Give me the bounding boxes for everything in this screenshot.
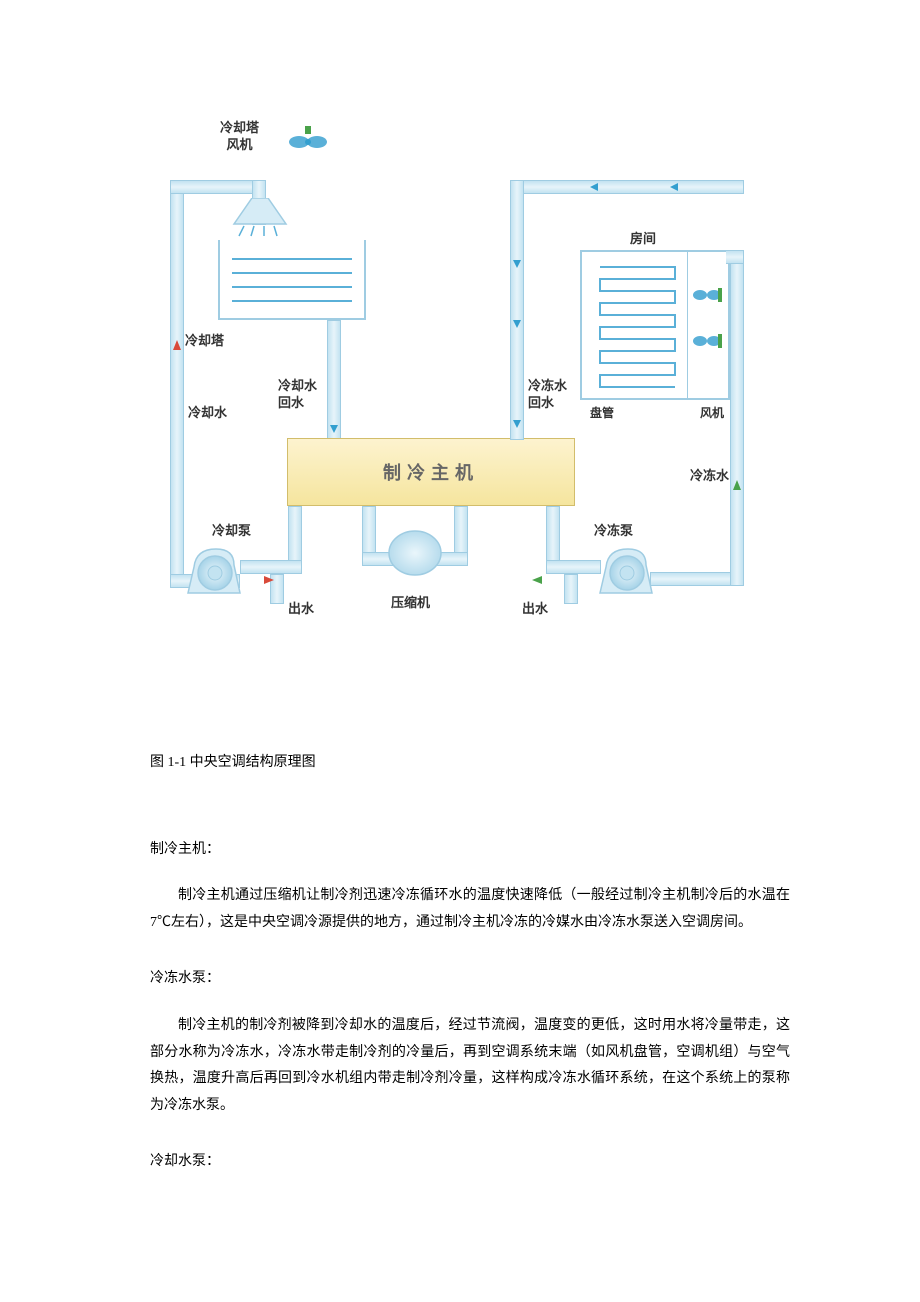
- section-1-body: 制冷主机通过压缩机让制冷剂迅速冷冻循环水的温度快速降低（一般经过制冷主机制冷后的…: [150, 883, 790, 936]
- chiller-block: 制冷主机: [287, 438, 575, 506]
- label-chilled-return: 冷冻水 回水: [528, 378, 567, 412]
- compressor-icon: [386, 528, 444, 578]
- arrow-top-left1: [670, 183, 678, 191]
- pipe-top-right: [510, 180, 744, 194]
- sprinkler-icon: [232, 198, 288, 238]
- hvac-diagram: 冷却塔 风机: [0, 0, 920, 640]
- pipe-chilled-pump-down: [564, 574, 578, 604]
- section-3-title: 冷却水泵：: [150, 1149, 790, 1176]
- pipe-chilled-supply: [730, 250, 744, 586]
- cooling-pump-icon: [178, 545, 250, 603]
- coil-fan-1: [692, 284, 722, 306]
- arrow-top-left2: [590, 183, 598, 191]
- label-cooling-return: 冷却水 回水: [278, 378, 317, 412]
- arrow-cooling-up: [173, 340, 181, 350]
- label-chilled-water: 冷冻水: [690, 465, 729, 484]
- tower-fan-icon: [288, 126, 328, 154]
- arrow-return-down1: [513, 260, 521, 268]
- arrow-out-left: [264, 576, 274, 584]
- label-fan: 风机: [700, 404, 724, 421]
- label-tower-fan: 冷却塔 风机: [220, 120, 259, 154]
- section-2-body: 制冷主机的制冷剂被降到冷却水的温度后，经过节流阀，温度变的更低，这时用水将冷量带…: [150, 1013, 790, 1119]
- label-cooling-tower: 冷却塔: [185, 330, 224, 349]
- coil-fan-2: [692, 330, 722, 352]
- cooling-tower: [218, 240, 366, 320]
- section-2-title: 冷冻水泵：: [150, 966, 790, 993]
- label-outlet-left: 出水: [288, 598, 314, 617]
- figure-caption: 图 1-1 中央空调结构原理图: [150, 750, 790, 777]
- pipe-chiller-down-right: [454, 506, 468, 558]
- pipe-chiller-down-left: [362, 506, 376, 558]
- pipe-into-fancoil-top: [726, 250, 744, 264]
- pipe-chilled-return: [510, 180, 524, 440]
- label-coil: 盘管: [590, 404, 614, 421]
- pipe-cooling-supply-vert: [170, 180, 184, 580]
- fan-coil-unit: [580, 250, 730, 400]
- document-text: 图 1-1 中央空调结构原理图 制冷主机： 制冷主机通过压缩机让制冷剂迅速冷冻循…: [0, 750, 920, 1176]
- arrow-cooling-into-chiller: [330, 425, 338, 433]
- label-chilled-pump: 冷冻泵: [594, 520, 633, 539]
- arrow-out-right: [532, 576, 542, 584]
- label-cooling-water: 冷却水: [188, 402, 227, 421]
- arrow-return-down2: [513, 320, 521, 328]
- label-chiller: 制冷主机: [383, 459, 479, 485]
- label-room: 房间: [630, 228, 656, 247]
- label-compressor: 压缩机: [391, 592, 430, 611]
- section-1-title: 制冷主机：: [150, 837, 790, 864]
- label-outlet-right: 出水: [522, 598, 548, 617]
- label-cooling-pump: 冷却泵: [212, 520, 251, 539]
- pipe-cooling-return: [327, 320, 341, 440]
- coil-icon: [590, 262, 688, 392]
- arrow-chilled-up: [733, 480, 741, 490]
- arrow-return-down3: [513, 420, 521, 428]
- pipe-cooling-top: [170, 180, 265, 194]
